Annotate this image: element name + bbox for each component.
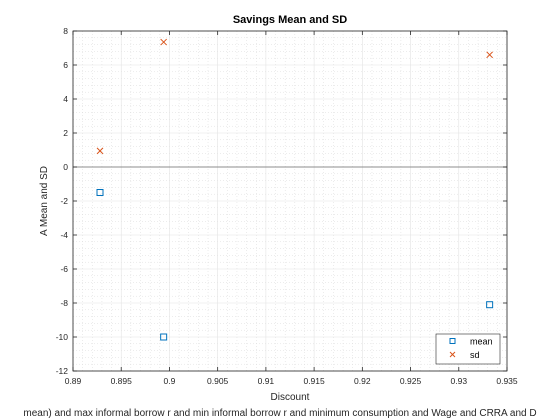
mean-point bbox=[486, 301, 494, 309]
y-tick-label: -4 bbox=[60, 230, 68, 240]
minor-grid bbox=[73, 31, 507, 371]
sd-point bbox=[486, 51, 493, 59]
bottom-caption: mean) and max informal borrow r and min … bbox=[23, 408, 536, 419]
x-tick-label: 0.895 bbox=[111, 376, 133, 386]
y-tick-label: 0 bbox=[63, 162, 68, 172]
x-tick-label: 0.935 bbox=[496, 376, 518, 386]
data-marks bbox=[96, 38, 494, 341]
chart-title: Savings Mean and SD bbox=[233, 14, 347, 26]
legend-square-marker-icon bbox=[449, 338, 456, 344]
legend: mean sd bbox=[435, 333, 501, 365]
x-axis-label: Discount bbox=[271, 392, 310, 403]
x-tick-label: 0.905 bbox=[207, 376, 229, 386]
y-tick-label: -6 bbox=[60, 264, 68, 274]
x-tick-label: 0.93 bbox=[451, 376, 468, 386]
legend-entry-sd: sd bbox=[470, 350, 480, 360]
x-tick-label: 0.9 bbox=[164, 376, 176, 386]
x-tick-label: 0.915 bbox=[303, 376, 325, 386]
y-tick-label: 8 bbox=[63, 26, 68, 36]
y-tick-label: -12 bbox=[56, 366, 69, 376]
legend-entry-mean: mean bbox=[470, 337, 493, 347]
y-tick-label: -10 bbox=[56, 332, 69, 342]
x-tick-labels: 0.89 0.895 0.9 0.905 0.91 0.915 0.92 0.925 0.93 0… bbox=[65, 376, 518, 386]
y-tick-label: -8 bbox=[60, 298, 68, 308]
y-tick-label: -2 bbox=[60, 196, 68, 206]
x-tick-label: 0.89 bbox=[65, 376, 82, 386]
y-tick-label: 2 bbox=[63, 128, 68, 138]
x-tick-label: 0.92 bbox=[354, 376, 371, 386]
sd-point bbox=[96, 147, 104, 155]
y-tick-label: 6 bbox=[63, 60, 68, 70]
y-tick-label: 4 bbox=[63, 94, 68, 104]
tick-marks bbox=[72, 30, 508, 372]
mean-point bbox=[96, 189, 104, 196]
x-tick-label: 0.91 bbox=[258, 376, 275, 386]
y-axis-label: A Mean and SD bbox=[39, 166, 50, 236]
sd-point bbox=[160, 38, 168, 46]
y-tick-labels: -12 -10 -8 -6 -4 -2 0 2 4 6 8 bbox=[56, 26, 69, 376]
legend-x-marker-icon bbox=[449, 351, 456, 358]
legend-box bbox=[435, 333, 501, 365]
x-tick-label: 0.925 bbox=[400, 376, 422, 386]
mean-point bbox=[160, 333, 168, 341]
